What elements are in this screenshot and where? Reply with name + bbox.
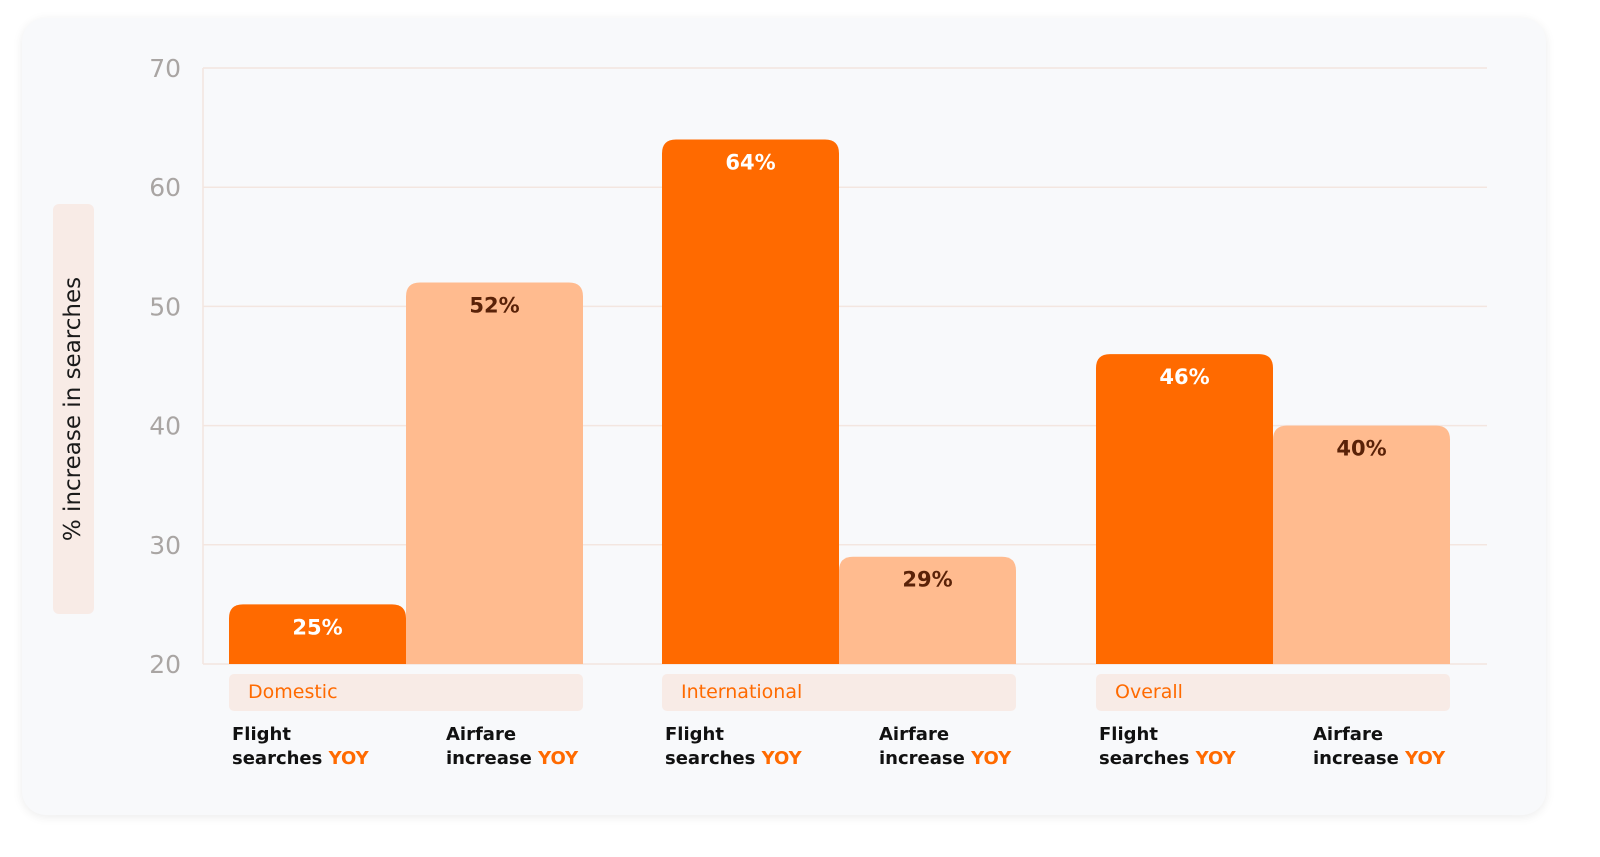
bar-flight-searches-domestic xyxy=(229,604,406,664)
series-label-line1: Airfare xyxy=(446,724,517,745)
series-label-line2: increase xyxy=(446,748,539,769)
bar-value-label: 40% xyxy=(1336,437,1386,461)
y-tick-label: 20 xyxy=(149,650,181,679)
y-tick-label: 50 xyxy=(149,292,181,321)
y-tick-label: 70 xyxy=(149,54,181,83)
y-tick-label: 30 xyxy=(149,531,181,560)
bar-flight-searches-international xyxy=(662,139,839,664)
bar-value-label: 52% xyxy=(469,294,519,318)
bar-flight-searches-overall xyxy=(1096,354,1273,664)
bar-airfare-increase-international xyxy=(839,556,1016,664)
series-label-line1: Flight xyxy=(1099,724,1158,745)
series-label-suffix: YOY xyxy=(1195,748,1236,769)
series-label-line2: increase xyxy=(1313,748,1406,769)
y-tick-label: 60 xyxy=(149,173,181,202)
series-label-line1: Airfare xyxy=(879,724,950,745)
series-label-suffix: YOY xyxy=(1405,748,1446,769)
series-label-flight-searches: Flight searches YOY xyxy=(665,723,835,771)
series-label-line1: Airfare xyxy=(1313,724,1384,745)
y-axis-label-box xyxy=(53,204,94,614)
bar-value-label: 29% xyxy=(902,568,952,592)
series-label-line1: Flight xyxy=(665,724,724,745)
series-label-line2: searches xyxy=(1099,748,1196,769)
series-label-suffix: YOY xyxy=(761,748,802,769)
y-tick-label: 40 xyxy=(149,412,181,441)
bar-airfare-increase-domestic xyxy=(406,282,583,664)
bar-value-label: 25% xyxy=(292,615,342,639)
series-label-airfare-increase: Airfare increase YOY xyxy=(879,723,1049,771)
series-label-airfare-increase: Airfare increase YOY xyxy=(446,723,616,771)
group-band-domestic: Domestic xyxy=(229,674,583,711)
series-label-flight-searches: Flight searches YOY xyxy=(1099,723,1269,771)
series-label-airfare-increase: Airfare increase YOY xyxy=(1313,723,1483,771)
series-label-suffix: YOY xyxy=(538,748,579,769)
series-label-line2: searches xyxy=(232,748,329,769)
group-band-overall: Overall xyxy=(1096,674,1450,711)
series-label-suffix: YOY xyxy=(328,748,369,769)
series-label-line1: Flight xyxy=(232,724,291,745)
series-label-suffix: YOY xyxy=(971,748,1012,769)
bar-value-label: 64% xyxy=(725,151,775,175)
series-label-line2: increase xyxy=(879,748,972,769)
group-band-international: International xyxy=(662,674,1016,711)
series-label-flight-searches: Flight searches YOY xyxy=(232,723,402,771)
bar-airfare-increase-overall xyxy=(1273,425,1450,664)
bar-value-label: 46% xyxy=(1159,365,1209,389)
series-label-line2: searches xyxy=(665,748,762,769)
